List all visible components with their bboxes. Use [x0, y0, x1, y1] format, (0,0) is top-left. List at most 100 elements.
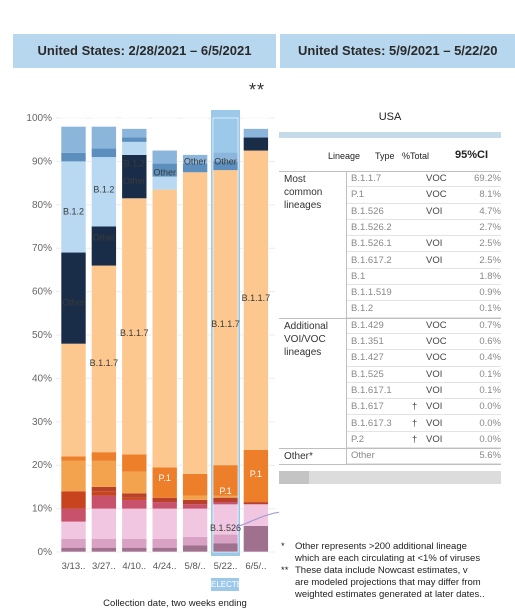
bar-segment-s7[interactable]	[61, 460, 86, 492]
bar-segment-B.1.2[interactable]	[121, 141, 147, 155]
bar-segment-B.1.2[interactable]	[152, 176, 178, 190]
bar-segment-B.1.1.7[interactable]	[243, 150, 269, 451]
row-divider	[347, 332, 501, 334]
bar-segment-B.1.1.7[interactable]	[91, 265, 117, 453]
bar-segment-s2[interactable]	[213, 534, 238, 544]
bar-segment-s2[interactable]	[121, 538, 147, 548]
bar-segment-s13[interactable]	[243, 128, 269, 138]
bar-segment-s1[interactable]	[61, 547, 86, 552]
bar-segment-s2[interactable]	[61, 538, 86, 548]
bar-segment-B.1.2[interactable]	[61, 161, 86, 253]
bar-segment-s13[interactable]	[152, 150, 178, 164]
footnote-text: are modeled projections that may differ …	[295, 577, 481, 588]
column-header-ci: 95%CI	[455, 149, 489, 161]
bar-segment-B.1.526[interactable]	[61, 521, 86, 539]
bar-segment-s6[interactable]	[152, 497, 178, 503]
bar-segment-s12[interactable]	[121, 137, 147, 142]
bar-segment-s12[interactable]	[182, 163, 208, 173]
bar-segment-B.1.1.7[interactable]	[121, 198, 147, 455]
bar-segment-B.1.526[interactable]	[213, 504, 238, 535]
bar-segment-s4[interactable]	[121, 499, 147, 509]
cell-pct: 2.5%	[479, 254, 501, 266]
bar-segment-B.1.1.7[interactable]	[182, 172, 208, 474]
cell-pct: 0.0%	[479, 401, 501, 413]
bar-segment-s7[interactable]	[213, 495, 238, 498]
y-tick-label: 90%	[32, 156, 52, 167]
bar-segment-s7[interactable]	[91, 460, 117, 487]
bar-segment-s13[interactable]	[61, 126, 86, 153]
bar-segment-s6[interactable]	[243, 502, 269, 505]
bar-segment-s1[interactable]	[152, 547, 178, 552]
bar-segment-s1[interactable]	[182, 545, 208, 552]
bar-segment-s13[interactable]	[213, 152, 238, 162]
bar-segment-s12[interactable]	[152, 163, 178, 177]
bar-segment-P.1[interactable]	[152, 467, 178, 498]
bar-segment-s4[interactable]	[213, 502, 238, 505]
bar-segment-B.1.526[interactable]	[182, 508, 208, 537]
bar-segment-s1[interactable]	[213, 543, 238, 552]
bar-segment-s12[interactable]	[213, 161, 238, 171]
bar-segment-B.1.1.7[interactable]	[61, 343, 86, 457]
bar-segment-s6[interactable]	[213, 497, 238, 503]
cell-pct: 0.0%	[479, 433, 501, 445]
bar-segment-s13[interactable]	[121, 128, 147, 138]
cell-type: VOI	[426, 254, 443, 266]
bar-segment-s1[interactable]	[243, 525, 269, 552]
bar-segment-s12[interactable]	[61, 152, 86, 162]
bar-segment-s4[interactable]	[152, 502, 178, 509]
bar-segment-s5[interactable]	[121, 497, 147, 500]
bar-segment-s12[interactable]	[91, 148, 117, 158]
segment-label: Other	[153, 167, 176, 177]
bar-segment-B.1.526[interactable]	[152, 508, 178, 539]
bar-segment-Other[interactable]	[91, 226, 117, 266]
bar-segment-B.1.1.7[interactable]	[213, 170, 238, 466]
bar-segment-P.1[interactable]	[213, 465, 238, 496]
scrollbar-thumb[interactable]	[279, 471, 309, 484]
footnote-mark: **	[281, 565, 289, 576]
bar-segment-Other[interactable]	[121, 154, 147, 199]
cell-lineage: B.1.617.2	[351, 254, 392, 266]
bar-segment-s5[interactable]	[61, 491, 86, 509]
bar-segment-s1[interactable]	[121, 547, 147, 552]
table-row: B.1.526 VOI 4.7%	[279, 204, 501, 220]
bar-segment-s2[interactable]	[182, 536, 208, 546]
bar-segment-s6[interactable]	[91, 486, 117, 492]
bar-segment-s6[interactable]	[121, 493, 147, 498]
bar-segment-s4[interactable]	[61, 508, 86, 522]
bar-segment-B.1.526[interactable]	[243, 504, 269, 526]
bar-segment-s2[interactable]	[91, 538, 117, 548]
footnote-line: ** These data include Nowcast estimates, …	[281, 565, 515, 577]
bar-segment-s7[interactable]	[121, 471, 147, 494]
bar-segment-s1[interactable]	[91, 547, 117, 552]
bar-segment-P.1[interactable]	[91, 452, 117, 461]
group-divider	[279, 448, 501, 450]
segment-label: Other	[93, 232, 116, 242]
bar-segment-Other[interactable]	[61, 252, 86, 344]
bar-segment-s13[interactable]	[182, 154, 208, 164]
bar-segment-Other[interactable]	[243, 137, 269, 151]
bar-segment-s7[interactable]	[182, 495, 208, 500]
row-divider	[347, 447, 501, 449]
bar-segment-B.1.526[interactable]	[121, 508, 147, 539]
bar-segment-B.1.1.7[interactable]	[152, 189, 178, 468]
bar-segment-B.1.2[interactable]	[91, 157, 117, 227]
y-tick-label: 20%	[32, 460, 52, 471]
bar-segment-s4[interactable]	[182, 504, 208, 509]
bar-segment-P.1[interactable]	[243, 450, 269, 503]
bar-segment-B.1.526[interactable]	[91, 508, 117, 539]
bar-segment-s2[interactable]	[152, 538, 178, 548]
bar-segment-s13[interactable]	[91, 126, 117, 149]
x-tick-label: 4/24..	[153, 561, 177, 572]
segment-label: B.1.526	[210, 523, 241, 533]
footnote-line: which are each circulating at <1% of vir…	[281, 553, 515, 565]
table-horizontal-scrollbar[interactable]	[279, 471, 501, 484]
cell-type: VOI	[426, 433, 443, 445]
bar-segment-s4[interactable]	[91, 495, 117, 509]
bar-segment-P.1[interactable]	[182, 473, 208, 496]
bar-segment-P.1[interactable]	[61, 456, 86, 461]
table-row: B.1.1.519 0.9%	[279, 285, 501, 302]
bar-segment-s5[interactable]	[91, 491, 117, 496]
bar-segment-P.1[interactable]	[121, 454, 147, 472]
bar-segment-s6[interactable]	[182, 499, 208, 505]
segment-label: Other	[62, 297, 85, 307]
